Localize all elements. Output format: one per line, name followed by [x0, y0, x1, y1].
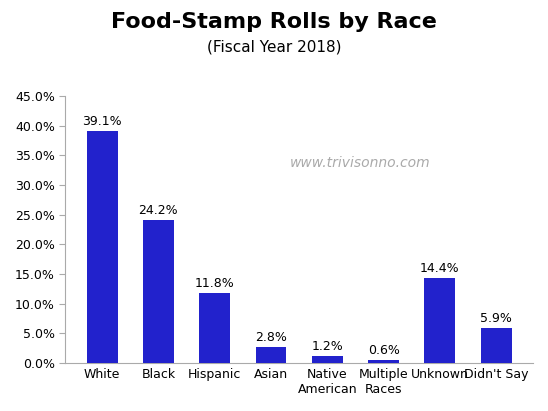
Bar [255, 346, 287, 363]
Text: 2.8%: 2.8% [255, 330, 287, 344]
Text: (Fiscal Year 2018): (Fiscal Year 2018) [207, 39, 341, 54]
Text: 24.2%: 24.2% [139, 203, 178, 217]
Bar [368, 360, 399, 363]
Bar [425, 278, 455, 363]
Bar [199, 293, 230, 363]
Text: www.trivisonno.com: www.trivisonno.com [290, 156, 430, 170]
Text: 5.9%: 5.9% [480, 312, 512, 325]
Bar [312, 356, 343, 363]
Bar [481, 328, 512, 363]
Bar [87, 131, 117, 363]
Text: 14.4%: 14.4% [420, 262, 460, 275]
Text: Food-Stamp Rolls by Race: Food-Stamp Rolls by Race [111, 12, 437, 32]
Bar [143, 219, 174, 363]
Text: 39.1%: 39.1% [82, 115, 122, 128]
Text: 11.8%: 11.8% [195, 277, 235, 290]
Text: 0.6%: 0.6% [368, 344, 399, 357]
Text: 1.2%: 1.2% [311, 340, 343, 353]
